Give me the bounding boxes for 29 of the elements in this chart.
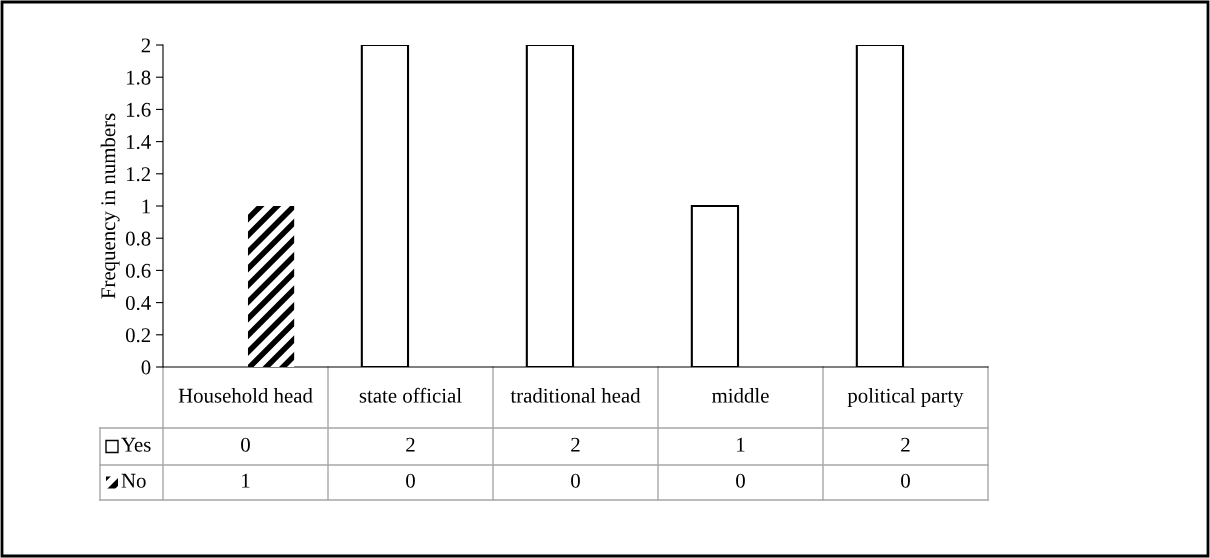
data-label: 2 [571,437,580,452]
y-tick-label: 1.2 [126,167,151,182]
x-tick-label: political party [847,388,964,407]
y-axis-title: Frequency in numbers [100,113,120,299]
data-label: 2 [406,437,415,452]
y-tick-label: 0.8 [125,231,151,246]
x-tick-label: middle [712,388,769,403]
y-tick-label: 1.6 [126,102,151,117]
x-tick-label: Household head [178,388,313,403]
data-label: 0 [406,473,415,488]
x-tick-label: state official [359,387,462,403]
y-tick-label: 1.4 [126,135,151,150]
data-label: 1 [242,473,250,488]
data-label: 1 [737,437,745,452]
y-tick-label: 1.8 [126,70,151,85]
y-tick-label: 0.2 [125,328,151,343]
legend-label: Yes [121,437,151,452]
data-label: 0 [901,473,910,488]
y-tick-label: 0.4 [125,295,151,311]
y-tick-label: 0 [141,360,151,375]
data-label: 0 [571,473,580,488]
data-label: 2 [901,437,910,452]
y-tick-label: 0.6 [125,263,151,278]
y-tick-label: 1 [142,199,150,214]
data-label: 0 [241,437,250,452]
y-tick-label: 2 [141,38,151,53]
legend-label: No [121,473,146,488]
x-tick-label: traditional head [510,388,641,403]
data-label: 0 [736,473,745,488]
